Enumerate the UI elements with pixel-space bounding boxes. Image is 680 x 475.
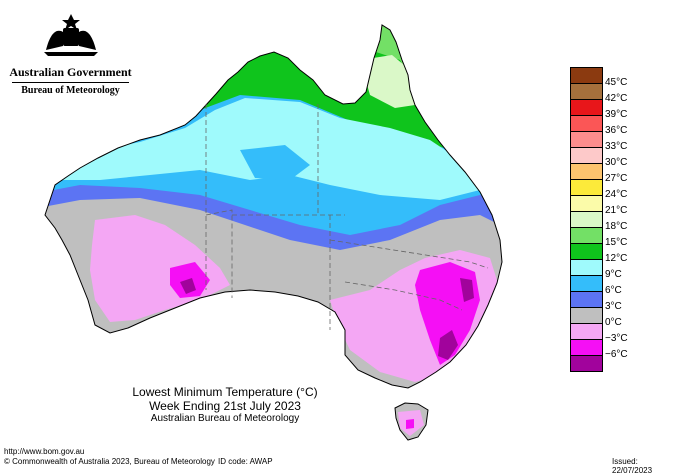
legend-swatch bbox=[571, 164, 602, 180]
government-logo: Australian Government Bureau of Meteorol… bbox=[8, 10, 133, 96]
legend-label: 9°C bbox=[605, 269, 622, 280]
legend-swatch bbox=[571, 340, 602, 356]
legend-swatch bbox=[571, 276, 602, 292]
legend-label: 39°C bbox=[605, 109, 628, 120]
color-legend bbox=[570, 67, 603, 372]
map-subtitle: Week Ending 21st July 2023 bbox=[149, 399, 301, 413]
legend-label: 3°C bbox=[605, 301, 622, 312]
legend-label: 21°C bbox=[605, 205, 628, 216]
legend-swatch bbox=[571, 228, 602, 244]
legend-label: 27°C bbox=[605, 173, 628, 184]
legend-label: −6°C bbox=[605, 349, 628, 360]
legend-label: 12°C bbox=[605, 253, 628, 264]
legend-label: 24°C bbox=[605, 189, 628, 200]
legend-swatch bbox=[571, 84, 602, 100]
logo-divider bbox=[12, 82, 129, 83]
legend-label: 33°C bbox=[605, 141, 628, 152]
legend-swatch bbox=[571, 132, 602, 148]
footer-url[interactable]: http://www.bom.gov.au bbox=[4, 447, 85, 456]
government-name: Australian Government bbox=[9, 65, 132, 79]
legend-swatch bbox=[571, 292, 602, 308]
legend-swatch bbox=[571, 68, 602, 84]
legend-label: 6°C bbox=[605, 285, 622, 296]
bureau-name: Bureau of Meteorology bbox=[21, 85, 120, 96]
coat-of-arms-icon bbox=[43, 14, 98, 56]
coastline bbox=[44, 24, 503, 441]
state-borders bbox=[205, 104, 489, 330]
legend-swatch bbox=[571, 148, 602, 164]
legend-swatch bbox=[571, 260, 602, 276]
footer-issued: Issued: 22/07/2023 bbox=[612, 457, 653, 475]
legend-swatch bbox=[571, 196, 602, 212]
legend-label: 30°C bbox=[605, 157, 628, 168]
footer-copyright: © Commonwealth of Australia 2023, Bureau… bbox=[4, 457, 215, 466]
legend-label: −3°C bbox=[605, 333, 628, 344]
legend-label: 45°C bbox=[605, 77, 628, 88]
legend-swatch bbox=[571, 324, 602, 340]
map-credit: Australian Bureau of Meteorology bbox=[150, 413, 300, 424]
legend-swatch bbox=[571, 212, 602, 228]
legend-swatch bbox=[571, 356, 602, 371]
map-title: Lowest Minimum Temperature (°C) bbox=[132, 385, 318, 399]
map-titles: Lowest Minimum Temperature (°C) Week End… bbox=[110, 385, 340, 424]
legend-label: 42°C bbox=[605, 93, 628, 104]
legend-swatch bbox=[571, 116, 602, 132]
legend-label: 18°C bbox=[605, 221, 628, 232]
legend-label: 0°C bbox=[605, 317, 622, 328]
legend-label: 36°C bbox=[605, 125, 628, 136]
legend-swatch bbox=[571, 180, 602, 196]
legend-swatch bbox=[571, 244, 602, 260]
footer-id-code: ID code: AWAP bbox=[218, 457, 273, 466]
legend-swatch bbox=[571, 100, 602, 116]
legend-label: 15°C bbox=[605, 237, 628, 248]
legend-swatch bbox=[571, 308, 602, 324]
